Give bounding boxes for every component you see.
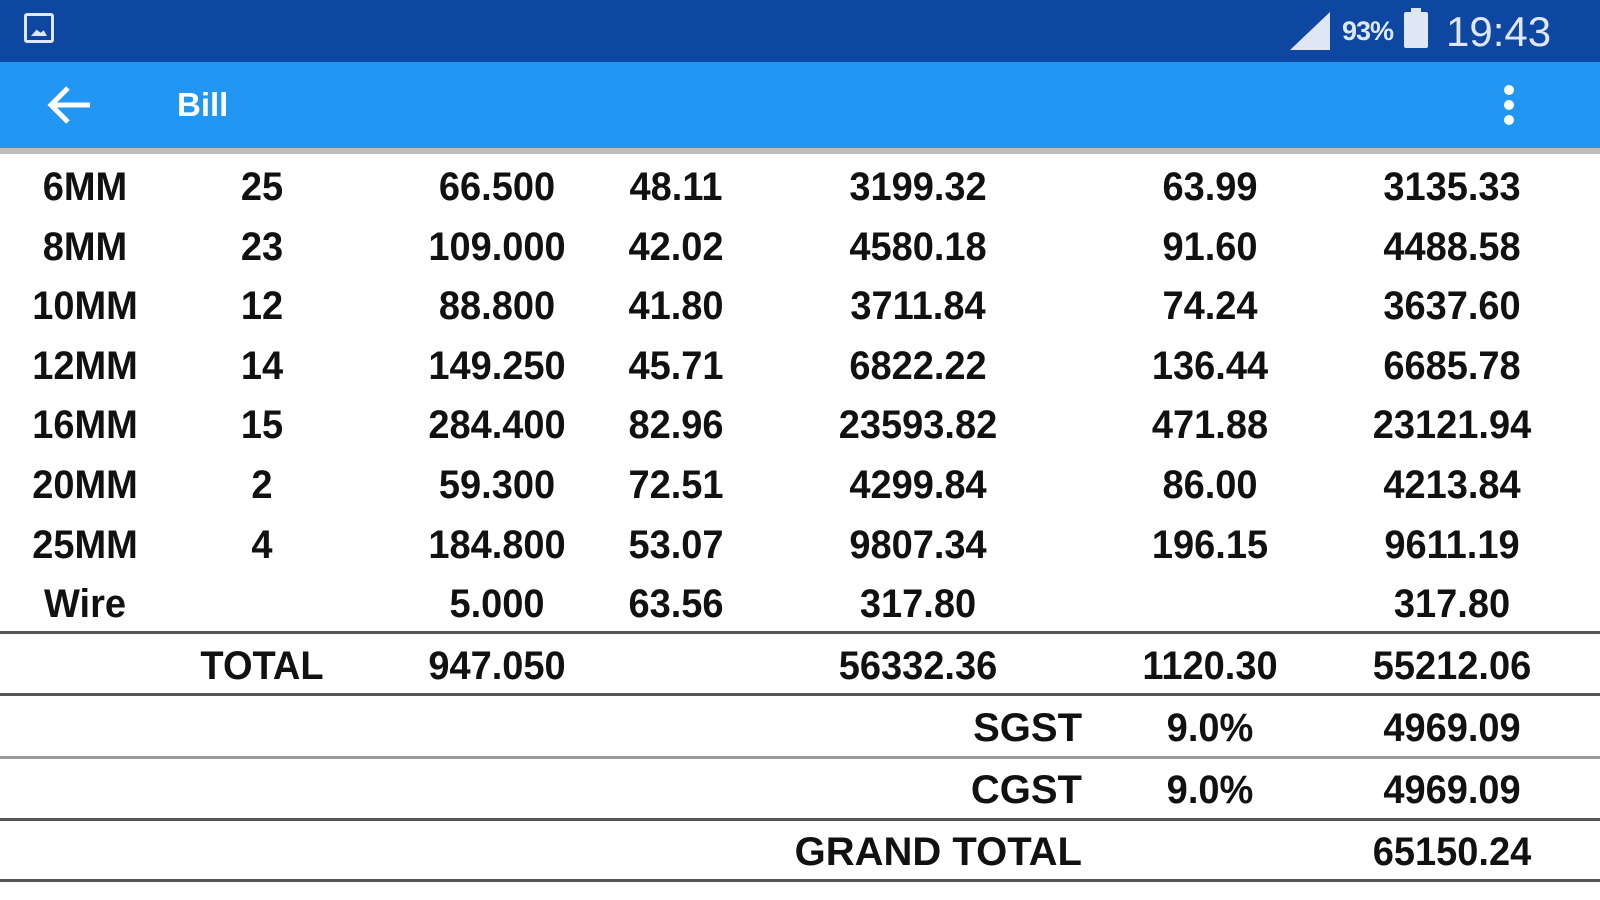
item-weight: 5.000 [449, 582, 545, 627]
grand-total-amount: 65150.24 [1372, 830, 1532, 874]
item-rate: 72.51 [628, 463, 724, 507]
item-rate: 82.96 [628, 403, 724, 448]
total-amount: 56332.36 [838, 644, 998, 688]
item-size: 16MM [32, 403, 138, 448]
item-amount: 4580.18 [849, 224, 987, 269]
total-weight: 947.050 [428, 644, 566, 688]
battery-percent: 93% [1342, 16, 1394, 46]
item-amount: 6822.22 [849, 343, 987, 388]
sgst-rate: 9.0% [1166, 706, 1254, 750]
item-amount: 9807.34 [849, 522, 987, 567]
item-rate: 41.80 [628, 284, 724, 329]
table-row: 12MM 14 149.250 45.71 6822.22 136.44 6685.78 [0, 338, 1600, 394]
item-weight: 109.000 [428, 224, 566, 269]
item-amount: 3199.32 [849, 165, 987, 209]
item-discount: 63.99 [1162, 165, 1258, 209]
battery-icon [1404, 8, 1428, 48]
total-discount: 1120.30 [1142, 644, 1278, 688]
item-rate: 48.11 [629, 165, 723, 209]
item-count: 15 [240, 403, 284, 448]
table-row: 16MM 15 284.400 82.96 23593.82 471.88 23121.94 [0, 397, 1600, 453]
item-count: 14 [240, 343, 284, 388]
page-title: Bill [177, 86, 229, 123]
more-options-icon[interactable] [1494, 82, 1524, 130]
item-net: 3135.33 [1383, 165, 1521, 209]
item-net: 4488.58 [1383, 224, 1521, 269]
divider [0, 756, 1600, 759]
clock: 19:43 [1446, 8, 1552, 55]
item-discount: 471.88 [1151, 403, 1269, 448]
item-net: 317.80 [1393, 582, 1511, 627]
item-size: 10MM [32, 284, 138, 329]
sgst-label: SGST [973, 706, 1082, 750]
sgst-amount: 4969.09 [1383, 706, 1521, 750]
table-row: 20MM 2 59.300 72.51 4299.84 86.00 4213.84 [0, 457, 1600, 513]
item-weight: 284.400 [428, 403, 566, 448]
item-size: 20MM [32, 463, 138, 507]
item-rate: 42.02 [628, 224, 724, 269]
back-arrow-icon[interactable] [44, 84, 94, 126]
item-size: 12MM [32, 343, 138, 388]
item-net: 4213.84 [1383, 463, 1521, 507]
item-rate: 53.07 [628, 522, 724, 567]
gallery-notification-icon [24, 13, 54, 43]
item-net: 9611.19 [1384, 522, 1520, 567]
table-row: Wire 5.000 63.56 317.80 317.80 [0, 576, 1600, 632]
divider [0, 693, 1600, 696]
item-count: 4 [251, 522, 273, 567]
item-amount: 3711.84 [850, 284, 986, 329]
item-weight: 59.300 [438, 463, 556, 507]
item-rate: 45.71 [628, 343, 724, 388]
cgst-label: CGST [970, 768, 1082, 812]
cgst-rate: 9.0% [1166, 768, 1254, 812]
total-label: TOTAL [200, 644, 324, 688]
table-row: 10MM 12 88.800 41.80 3711.84 74.24 3637.60 [0, 278, 1600, 334]
divider [0, 148, 1600, 154]
table-row: 8MM 23 109.000 42.02 4580.18 91.60 4488.58 [0, 219, 1600, 275]
total-row: TOTAL 947.050 56332.36 1120.30 55212.06 [0, 638, 1600, 694]
grand-total-label: GRAND TOTAL [794, 830, 1082, 874]
app-toolbar: Bill [0, 62, 1600, 148]
total-net: 55212.06 [1372, 644, 1532, 688]
item-discount: 86.00 [1162, 463, 1258, 507]
item-net: 6685.78 [1383, 343, 1521, 388]
item-size: 25MM [32, 522, 138, 567]
divider [0, 879, 1600, 882]
item-amount: 317.80 [859, 582, 977, 627]
table-row: 25MM 4 184.800 53.07 9807.34 196.15 9611.19 [0, 517, 1600, 573]
item-rate: 63.56 [628, 582, 724, 627]
item-amount: 23593.82 [838, 403, 998, 448]
status-bar: 93% 19:43 [0, 0, 1600, 62]
item-weight: 149.250 [428, 343, 566, 388]
item-net: 23121.94 [1372, 403, 1532, 448]
item-discount: 91.60 [1162, 224, 1258, 269]
sgst-row: SGST 9.0% 4969.09 [0, 700, 1600, 756]
cgst-row: CGST 9.0% 4969.09 [0, 762, 1600, 818]
item-discount: 74.24 [1162, 284, 1258, 329]
signal-icon [1290, 12, 1330, 50]
item-weight: 66.500 [438, 165, 556, 209]
item-size: Wire [43, 582, 126, 627]
divider [0, 818, 1600, 821]
item-count: 12 [240, 284, 284, 329]
item-size: 8MM [42, 224, 128, 269]
divider [0, 631, 1600, 634]
item-discount: 136.44 [1151, 343, 1269, 388]
item-weight: 88.800 [438, 284, 556, 329]
item-count: 23 [240, 224, 284, 269]
table-row: 6MM 25 66.500 48.11 3199.32 63.99 3135.33 [0, 159, 1600, 215]
item-size: 6MM [42, 165, 128, 209]
item-weight: 184.800 [428, 522, 566, 567]
item-count: 25 [240, 165, 284, 209]
item-amount: 4299.84 [849, 463, 987, 507]
item-net: 3637.60 [1383, 284, 1521, 329]
item-count: 2 [251, 463, 273, 507]
grand-total-row: GRAND TOTAL 65150.24 [0, 824, 1600, 880]
cgst-amount: 4969.09 [1383, 768, 1521, 812]
item-discount: 196.15 [1151, 522, 1269, 567]
